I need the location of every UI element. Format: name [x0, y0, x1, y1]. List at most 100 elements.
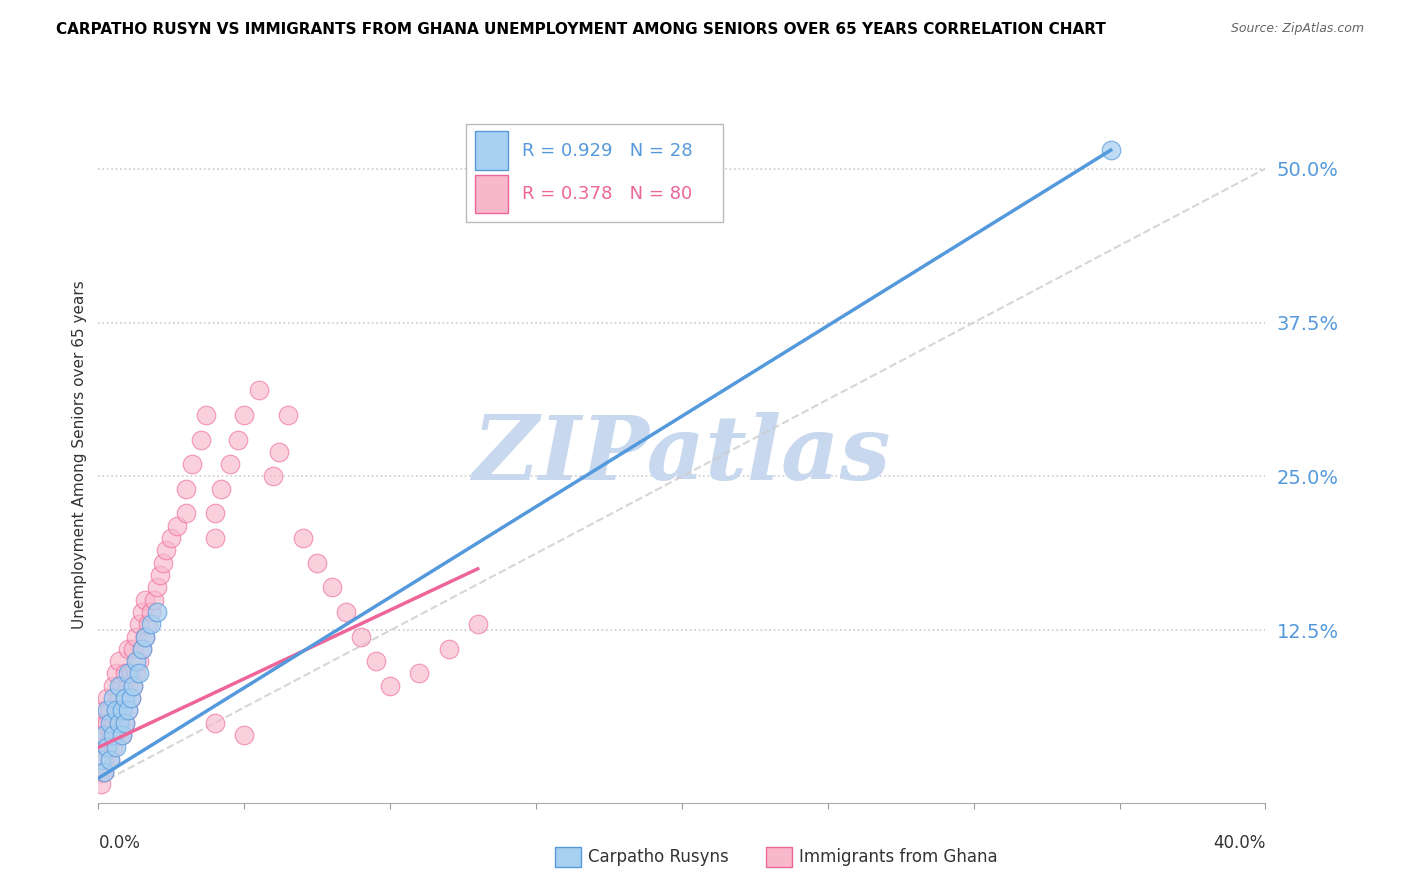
Point — [93, 728, 115, 742]
Text: 40.0%: 40.0% — [1213, 834, 1265, 852]
Point — [96, 715, 118, 730]
Point — [96, 703, 118, 717]
Point — [180, 457, 202, 471]
Point — [101, 715, 124, 730]
Point — [104, 740, 127, 755]
Point — [204, 531, 226, 545]
Point — [104, 666, 127, 681]
Point — [437, 641, 460, 656]
Point — [218, 457, 240, 471]
Point — [128, 654, 150, 668]
Point — [190, 433, 212, 447]
Point — [98, 715, 121, 730]
Point — [128, 666, 150, 681]
Point — [108, 715, 131, 730]
Point — [146, 580, 169, 594]
Point — [93, 764, 115, 779]
Point — [131, 641, 153, 656]
Point — [93, 753, 115, 767]
Point — [90, 740, 112, 755]
Point — [146, 605, 169, 619]
Point — [104, 728, 127, 742]
Point — [204, 507, 226, 521]
Point — [111, 703, 134, 717]
Point — [98, 753, 121, 767]
Point — [120, 691, 142, 706]
Point — [120, 666, 142, 681]
Text: R = 0.378   N = 80: R = 0.378 N = 80 — [522, 185, 692, 203]
Point — [209, 482, 232, 496]
Point — [104, 703, 127, 717]
Point — [128, 617, 150, 632]
Point — [98, 728, 121, 742]
Point — [90, 753, 112, 767]
Point — [117, 679, 139, 693]
Point — [93, 728, 115, 742]
Text: 0.0%: 0.0% — [98, 834, 141, 852]
Point — [90, 764, 112, 779]
Point — [90, 715, 112, 730]
Point — [122, 679, 145, 693]
Point — [350, 630, 373, 644]
Point — [122, 641, 145, 656]
Point — [174, 507, 197, 521]
Point — [125, 630, 148, 644]
Point — [233, 408, 256, 422]
Point — [96, 740, 118, 755]
Point — [408, 666, 430, 681]
Point — [467, 617, 489, 632]
Point — [111, 679, 134, 693]
Point — [291, 531, 314, 545]
Point — [117, 703, 139, 717]
Point — [174, 482, 197, 496]
Point — [111, 728, 134, 742]
Point — [111, 703, 134, 717]
Point — [364, 654, 387, 668]
Point — [120, 691, 142, 706]
Point — [117, 703, 139, 717]
Point — [101, 691, 124, 706]
Point — [114, 691, 136, 706]
Text: Immigrants from Ghana: Immigrants from Ghana — [799, 848, 997, 866]
Point — [114, 691, 136, 706]
Point — [321, 580, 343, 594]
Point — [378, 679, 402, 693]
FancyBboxPatch shape — [465, 124, 723, 222]
Point — [142, 592, 165, 607]
Point — [152, 556, 174, 570]
Bar — [475, 131, 508, 169]
Text: CARPATHO RUSYN VS IMMIGRANTS FROM GHANA UNEMPLOYMENT AMONG SENIORS OVER 65 YEARS: CARPATHO RUSYN VS IMMIGRANTS FROM GHANA … — [56, 22, 1107, 37]
Point — [134, 630, 156, 644]
Point — [108, 691, 131, 706]
Point — [117, 641, 139, 656]
Point — [204, 715, 226, 730]
Point — [114, 715, 136, 730]
Point — [101, 728, 124, 742]
Point — [233, 728, 256, 742]
Point — [117, 666, 139, 681]
Point — [108, 715, 131, 730]
Point — [131, 641, 153, 656]
Point — [122, 679, 145, 693]
Point — [93, 703, 115, 717]
Point — [134, 630, 156, 644]
Point — [131, 605, 153, 619]
Point — [228, 433, 250, 447]
Point — [108, 654, 131, 668]
Point — [136, 617, 159, 632]
Point — [277, 408, 299, 422]
Point — [1099, 143, 1122, 157]
Text: ZIPatlas: ZIPatlas — [474, 412, 890, 498]
Point — [134, 592, 156, 607]
Text: R = 0.929   N = 28: R = 0.929 N = 28 — [522, 142, 693, 160]
Point — [101, 740, 124, 755]
Point — [149, 568, 172, 582]
Y-axis label: Unemployment Among Seniors over 65 years: Unemployment Among Seniors over 65 years — [72, 281, 87, 629]
Bar — [475, 175, 508, 213]
Point — [125, 666, 148, 681]
Point — [114, 715, 136, 730]
Point — [93, 764, 115, 779]
Point — [247, 384, 270, 398]
Point — [160, 531, 183, 545]
Point — [195, 408, 218, 422]
